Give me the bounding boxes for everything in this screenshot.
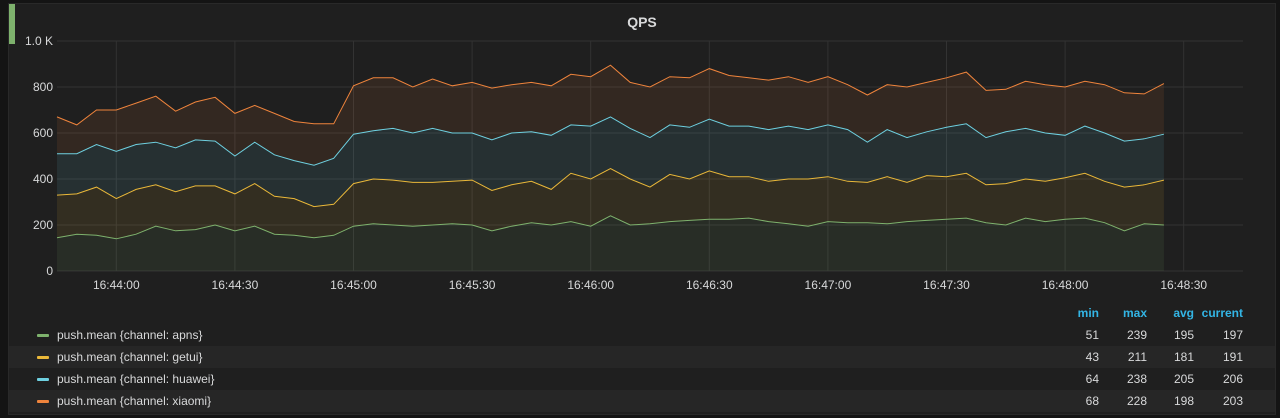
x-tick-label: 16:46:00 [567,278,614,292]
x-tick-label: 16:47:00 [805,278,852,292]
x-tick-label: 16:48:30 [1160,278,1207,292]
legend-max-apns: 239 [1126,328,1147,342]
legend-avg-huawei: 205 [1173,372,1194,386]
series-line [56,168,1165,208]
legend-row-getui[interactable]: push.mean {channel: getui} 43 211 181 19… [9,346,1275,368]
panel-accent-bar [9,4,15,44]
legend-avg-xiaomi: 198 [1173,394,1194,408]
legend-current-xiaomi: 203 [1222,394,1243,408]
legend-label-huawei[interactable]: push.mean {channel: huawei} [57,372,215,386]
series-line [56,64,1165,126]
legend-min-getui: 43 [1085,350,1099,364]
legend-label-xiaomi[interactable]: push.mean {channel: xiaomi} [57,394,212,408]
legend-current-huawei: 206 [1222,372,1243,386]
legend-current-getui: 191 [1222,350,1243,364]
series-area [57,168,1164,239]
qps-panel: QPS 0 200 400 600 800 1.0 K 16:44:00 16:44:30 16… [8,3,1276,415]
legend-avg-getui: 181 [1173,350,1194,364]
legend-swatch-getui[interactable] [37,356,49,359]
x-tick-label: 16:45:30 [449,278,496,292]
x-tick-label: 16:46:30 [686,278,733,292]
series-line [57,116,1165,166]
series-area [57,65,1164,166]
legend-header: min max avg current [9,302,1275,324]
legend-max-huawei: 238 [1126,372,1147,386]
panel-title[interactable]: QPS [627,14,657,30]
legend-row-xiaomi[interactable]: push.mean {channel: xiaomi} 68 228 198 2… [9,390,1275,412]
y-tick-label: 200 [33,218,53,232]
y-tick-label: 400 [33,172,53,186]
y-tick-label: 1.0 K [25,34,53,48]
legend-header-min[interactable]: min [1077,306,1099,320]
legend: min max avg current push.mean {channel: … [9,302,1275,412]
x-tick-label: 16:47:30 [923,278,970,292]
x-tick-label: 16:44:00 [93,278,140,292]
legend-min-xiaomi: 68 [1085,394,1099,408]
x-tick-label: 16:44:30 [212,278,259,292]
legend-row-apns[interactable]: push.mean {channel: apns} 51 239 195 197 [9,324,1275,346]
legend-swatch-xiaomi[interactable] [37,400,49,403]
legend-header-max[interactable]: max [1122,306,1147,320]
legend-min-apns: 51 [1085,328,1099,342]
legend-max-xiaomi: 228 [1126,394,1147,408]
legend-label-getui[interactable]: push.mean {channel: getui} [57,350,203,364]
series-area [57,215,1164,271]
legend-header-current[interactable]: current [1201,306,1243,320]
legend-swatch-apns[interactable] [37,334,49,337]
x-tick-label: 16:48:00 [1042,278,1089,292]
legend-row-huawei[interactable]: push.mean {channel: huawei} 64 238 205 2… [9,368,1275,390]
legend-current-apns: 197 [1222,328,1243,342]
legend-header-avg[interactable]: avg [1173,306,1194,320]
legend-swatch-huawei[interactable] [37,378,49,381]
y-tick-label: 600 [33,126,53,140]
legend-min-huawei: 64 [1085,372,1099,386]
y-tick-label: 0 [46,264,53,278]
series-area [57,116,1164,207]
x-tick-label: 16:45:00 [330,278,377,292]
qps-chart: 0 200 400 600 800 1.0 K 16:44:00 16:44:30 16:45:… [25,34,1243,292]
legend-label-apns[interactable]: push.mean {channel: apns} [57,328,203,342]
series-line [56,215,1164,240]
legend-max-getui: 211 [1127,350,1147,364]
legend-avg-apns: 195 [1173,328,1194,342]
y-tick-label: 800 [33,80,53,94]
